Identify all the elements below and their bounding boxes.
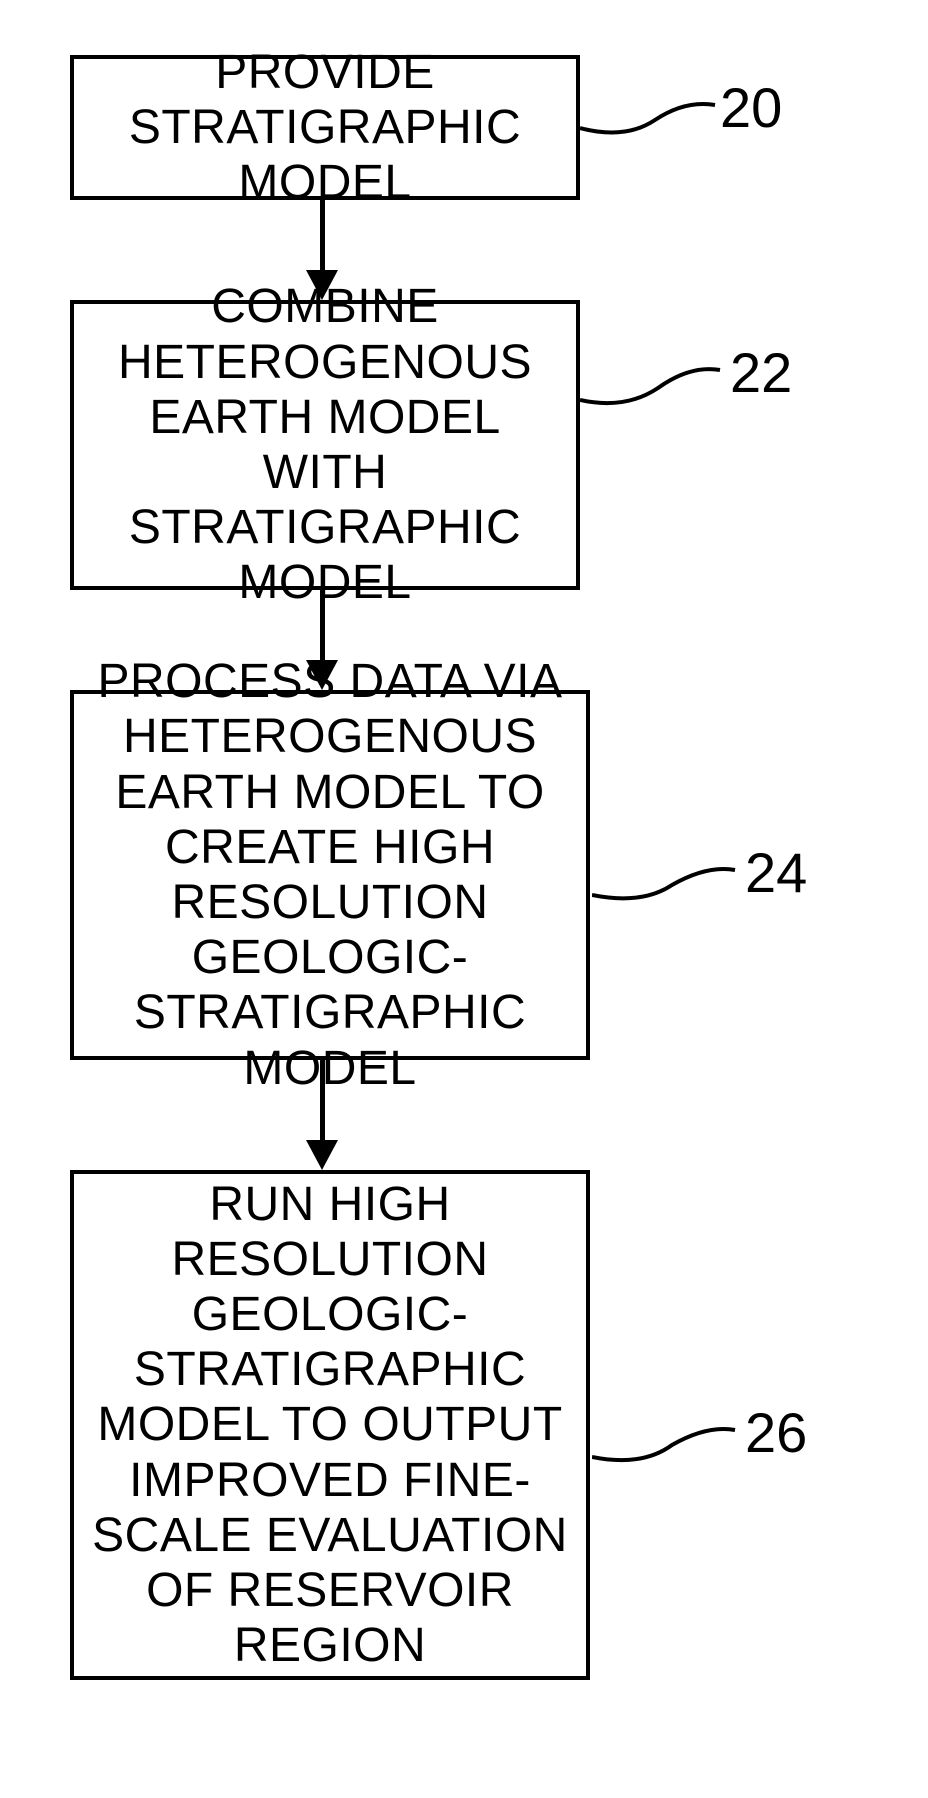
- node-label-1: 20: [720, 75, 782, 140]
- flowchart-node-2: COMBINE HETEROGENOUS EARTH MODEL WITH ST…: [70, 300, 580, 590]
- node-text: COMBINE HETEROGENOUS EARTH MODEL WITH ST…: [86, 279, 564, 610]
- node-label-4: 26: [745, 1400, 807, 1465]
- connector-curve-3: [592, 860, 742, 910]
- connector-curve-1: [580, 95, 720, 145]
- node-text: PROVIDE STRATIGRAPHIC MODEL: [86, 45, 564, 211]
- node-text: RUN HIGH RESOLUTION GEOLOGIC-STRATIGRAPH…: [86, 1177, 574, 1674]
- flow-arrow-1: [320, 200, 325, 270]
- flowchart-node-1: PROVIDE STRATIGRAPHIC MODEL: [70, 55, 580, 200]
- flowchart-container: PROVIDE STRATIGRAPHIC MODEL 20 COMBINE H…: [0, 0, 928, 1798]
- node-label-3: 24: [745, 840, 807, 905]
- node-text: PROCESS DATA VIA HETEROGENOUS EARTH MODE…: [86, 654, 574, 1096]
- node-label-2: 22: [730, 340, 792, 405]
- flow-arrow-2: [320, 590, 325, 660]
- connector-curve-2: [580, 360, 725, 415]
- flow-arrow-3: [320, 1060, 325, 1140]
- connector-curve-4: [592, 1420, 742, 1470]
- flowchart-node-4: RUN HIGH RESOLUTION GEOLOGIC-STRATIGRAPH…: [70, 1170, 590, 1680]
- flow-arrowhead-3: [306, 1140, 338, 1170]
- flowchart-node-3: PROCESS DATA VIA HETEROGENOUS EARTH MODE…: [70, 690, 590, 1060]
